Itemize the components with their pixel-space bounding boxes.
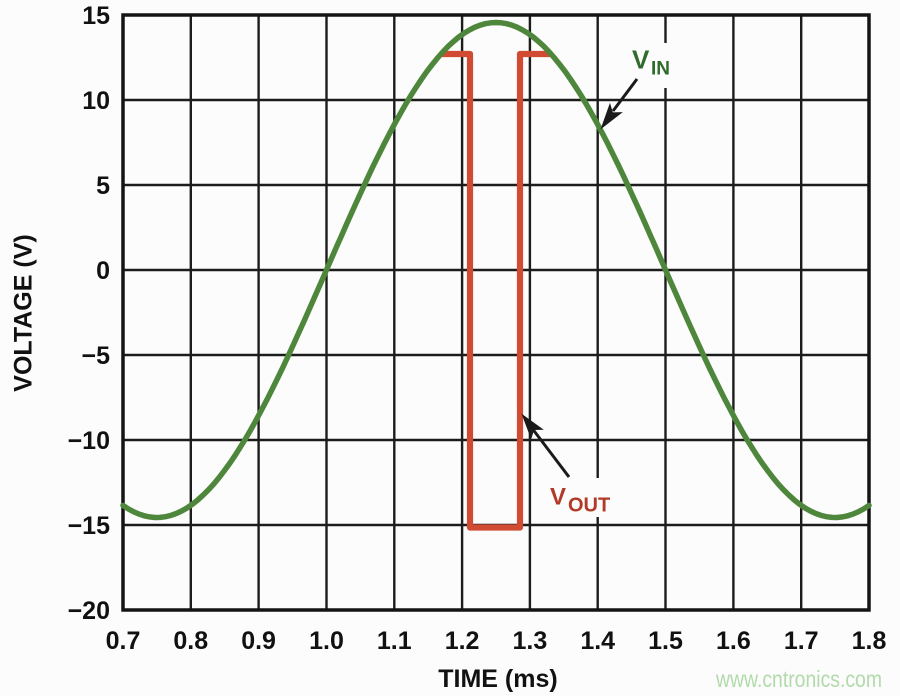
svg-text:1.7: 1.7: [784, 627, 819, 655]
svg-text:0: 0: [96, 257, 110, 285]
svg-text:−5: −5: [81, 342, 110, 370]
svg-text:OUT: OUT: [568, 495, 610, 517]
svg-text:0.8: 0.8: [173, 627, 208, 655]
svg-text:V: V: [632, 45, 650, 75]
svg-text:VOLTAGE (V): VOLTAGE (V): [10, 234, 38, 391]
svg-text:1.2: 1.2: [445, 627, 480, 655]
svg-text:0.9: 0.9: [241, 627, 276, 655]
svg-text:1.5: 1.5: [648, 627, 683, 655]
svg-text:10: 10: [82, 87, 110, 115]
svg-text:−20: −20: [68, 597, 110, 625]
svg-text:www.cntronics.com: www.cntronics.com: [715, 666, 882, 692]
svg-text:−10: −10: [68, 427, 110, 455]
svg-text:1.3: 1.3: [513, 627, 548, 655]
svg-text:1.8: 1.8: [852, 627, 887, 655]
svg-text:−15: −15: [68, 512, 111, 540]
svg-text:1.4: 1.4: [580, 627, 615, 655]
svg-text:1.6: 1.6: [716, 627, 751, 655]
svg-text:0.7: 0.7: [106, 627, 141, 655]
svg-text:1.1: 1.1: [377, 627, 412, 655]
svg-text:15: 15: [82, 2, 110, 30]
svg-text:V: V: [550, 484, 566, 511]
svg-text:1.0: 1.0: [309, 627, 344, 655]
svg-text:TIME (ms): TIME (ms): [438, 665, 557, 693]
svg-text:IN: IN: [651, 59, 670, 80]
svg-text:5: 5: [96, 172, 110, 200]
